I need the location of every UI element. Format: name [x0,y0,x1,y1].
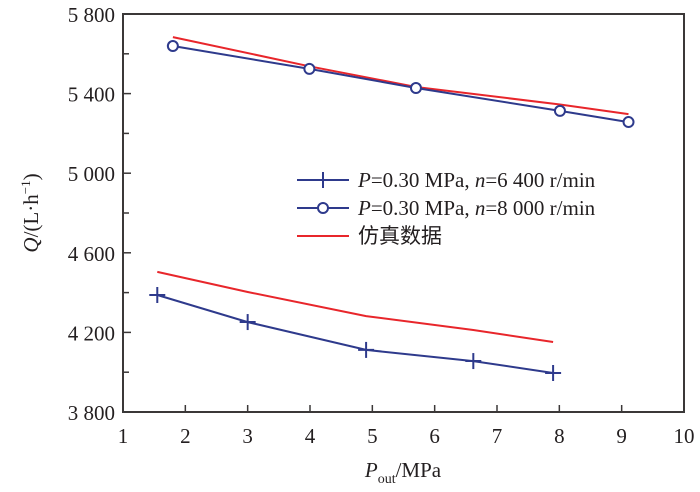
series-6400-point [239,314,256,331]
y-axis: 3 800 4 200 4 600 5 000 5 400 5 800 [68,3,131,425]
simulated-line-1 [172,36,629,116]
y-tick-label: 5 400 [68,83,115,107]
series-8000-point [303,62,316,75]
series-8000-point [622,116,635,129]
legend-label-part: n [475,168,486,192]
y-tick-label: 4 600 [68,242,115,266]
x-tick-label: 2 [180,424,191,448]
series-8000-point [166,40,179,53]
x-axis-title-unit: /MPa [396,458,442,482]
legend-circle-marker [317,202,329,214]
simulated-line-2 [157,270,554,343]
y-axis-title-close: ) [19,173,43,180]
legend-item: 仿真数据 [297,224,442,248]
legend-label: P=0.30 MPa, n=8 000 r/min [357,196,596,220]
y-tick-label: 4 200 [68,321,115,345]
x-tick-label: 9 [616,424,627,448]
y-axis-title-unit: /(L·h [19,194,43,238]
x-tick-label: 6 [429,424,440,448]
x-tick-label: 1 [118,424,129,448]
legend-label-part: =0.30 MPa, [371,168,475,192]
series-6400-point [545,364,562,381]
x-tick-label: 8 [554,424,565,448]
y-axis-title-main: Q [19,237,43,252]
legend-item: P=0.30 MPa, n=6 400 r/min [297,168,596,192]
legend-label-part: =6 400 r/min [485,168,595,192]
legend-item: P=0.30 MPa, n=8 000 r/min [297,196,596,220]
y-axis-title-sup: −1 [18,180,33,194]
series-6400-point [465,353,482,370]
y-tick-label: 3 800 [68,401,115,425]
y-axis-title: Q/(L·h−1) [18,173,43,252]
legend-label-part: P [357,168,371,192]
x-tick-label: 5 [367,424,378,448]
legend-label-part: n [475,196,486,220]
series-6400-point [358,341,375,358]
legend-label: P=0.30 MPa, n=6 400 r/min [357,168,596,192]
x-axis-title-sub: out [378,472,396,487]
x-tick-label: 4 [305,424,316,448]
legend-plus-marker [315,172,331,188]
x-axis: 1 2 3 4 5 6 7 8 9 10 [118,405,695,448]
legend-label-part: =0.30 MPa, [371,196,475,220]
legend-label: 仿真数据 [358,224,442,248]
y-tick-label: 5 800 [68,3,115,27]
series-8000-point [409,82,422,95]
x-axis-title: Pout/MPa [364,458,442,487]
x-tick-label: 7 [492,424,503,448]
series-6400-point [149,286,166,303]
x-tick-label: 10 [674,424,695,448]
series-8000-point [553,104,566,117]
x-tick-label: 3 [242,424,253,448]
legend-label-part: =8 000 r/min [485,196,595,220]
series-layer [149,36,635,381]
x-axis-title-main: P [364,458,378,482]
y-tick-label: 5 000 [68,162,115,186]
legend-label-part: P [357,196,371,220]
